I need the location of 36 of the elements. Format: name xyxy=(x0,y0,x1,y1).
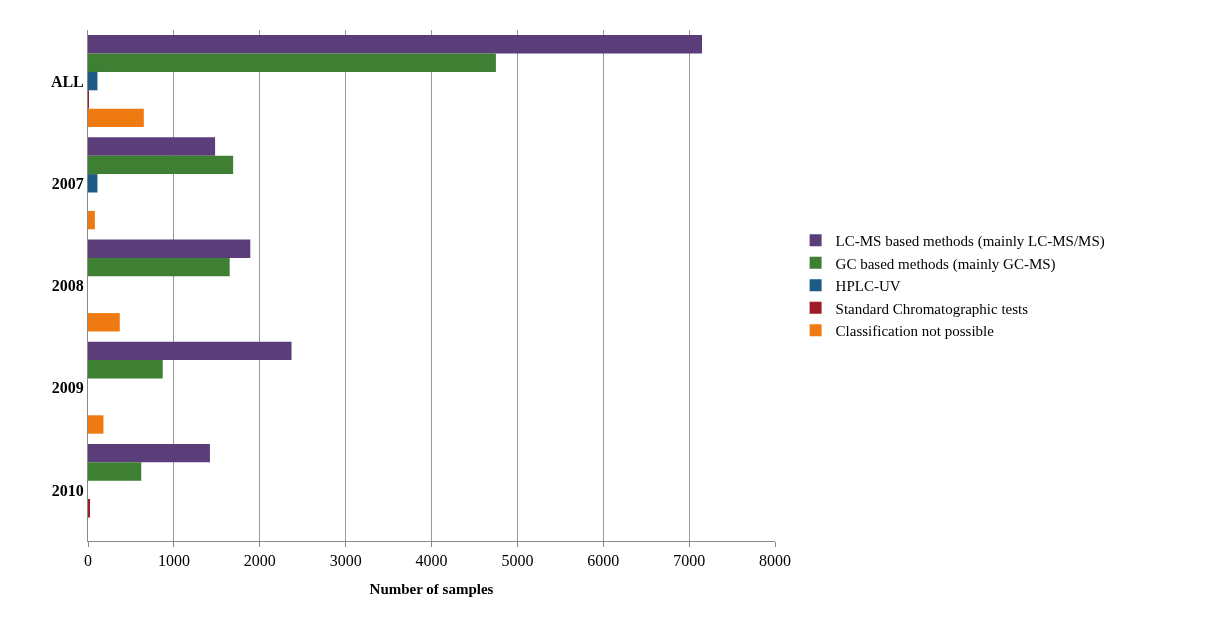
bar xyxy=(88,443,210,463)
legend-label: LC-MS based methods (mainly LC-MS/MS) xyxy=(835,233,1105,251)
x-tick-label: 7000 xyxy=(673,552,706,570)
legend-label: GC based methods (mainly GC-MS) xyxy=(835,255,1056,273)
x-tick-label: 0 xyxy=(84,552,92,570)
bar xyxy=(88,239,251,258)
bar xyxy=(88,53,496,72)
bar xyxy=(88,360,163,379)
bar xyxy=(88,35,703,54)
bar xyxy=(88,108,144,128)
legend-label: HPLC-UV xyxy=(835,278,901,295)
x-axis-title: Number of samples xyxy=(369,581,494,598)
y-tick-label: 2007 xyxy=(51,174,84,192)
bar xyxy=(88,341,292,361)
bar xyxy=(88,71,98,91)
bar xyxy=(88,210,95,230)
bar xyxy=(88,137,216,156)
bar xyxy=(88,415,104,434)
x-tick-label: 3000 xyxy=(329,552,362,570)
x-tick-label: 8000 xyxy=(759,552,791,570)
bar xyxy=(88,257,230,277)
y-tick-label: 2010 xyxy=(51,481,84,499)
bar xyxy=(88,174,98,193)
y-tick-label: 2008 xyxy=(51,277,84,295)
bar xyxy=(88,462,142,481)
x-tick-label: 6000 xyxy=(587,552,620,570)
x-tick-label: 2000 xyxy=(243,552,276,570)
y-tick-label: ALL xyxy=(50,72,84,90)
bar xyxy=(88,313,120,332)
bar xyxy=(88,155,234,175)
y-tick-label: 2009 xyxy=(51,379,84,397)
legend-label: Classification not possible xyxy=(835,323,995,340)
x-tick-label: 5000 xyxy=(501,552,534,570)
x-tick-label: 4000 xyxy=(415,552,448,570)
x-tick-label: 1000 xyxy=(157,552,190,570)
legend-label: Standard Chromatographic tests xyxy=(835,300,1029,317)
